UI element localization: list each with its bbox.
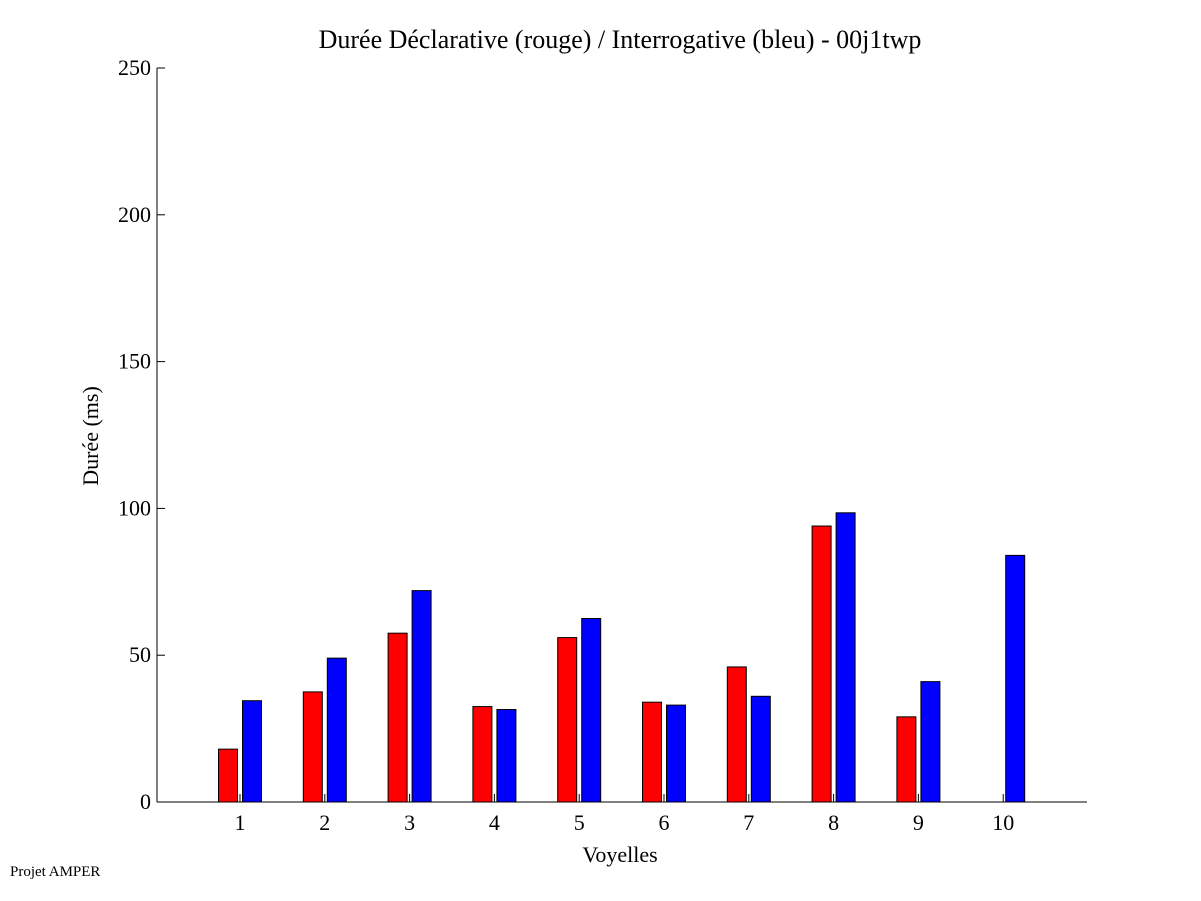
x-tick-label: 8 — [828, 810, 839, 835]
x-tick-label: 7 — [743, 810, 754, 835]
y-tick-label: 0 — [140, 789, 151, 814]
x-tick-label: 6 — [659, 810, 670, 835]
bar-interrogative — [411, 590, 432, 803]
bars — [218, 512, 1026, 803]
bar-interrogative — [666, 704, 686, 803]
chart-title: Durée Déclarative (rouge) / Interrogativ… — [319, 25, 922, 54]
x-tick-label: 9 — [913, 810, 924, 835]
bar-interrogative — [1005, 554, 1026, 803]
bar-interrogative — [581, 618, 602, 803]
axes: 0 50 100 150 200 250 1 2 3 4 5 6 7 8 9 10 — [118, 55, 1087, 835]
x-tick-label: 5 — [574, 810, 585, 835]
x-tick-label: 1 — [235, 810, 246, 835]
bar-declarative — [387, 632, 408, 803]
bar-declarative — [472, 706, 493, 803]
bar-declarative — [811, 525, 832, 803]
y-tick-label: 250 — [118, 55, 151, 80]
bar-interrogative — [496, 709, 517, 803]
bar-interrogative — [326, 657, 347, 803]
y-tick-label: 200 — [118, 202, 151, 227]
x-tick-label: 2 — [319, 810, 330, 835]
bar-declarative — [302, 691, 323, 803]
y-axis-label: Durée (ms) — [78, 386, 103, 486]
y-tick-label: 100 — [118, 495, 151, 520]
bar-declarative — [896, 716, 917, 803]
footer-credit: Projet AMPER — [10, 864, 101, 880]
bar-interrogative — [920, 681, 941, 803]
bar-interrogative — [750, 695, 771, 803]
bar-declarative — [218, 748, 238, 803]
x-tick-label: 10 — [992, 810, 1014, 835]
x-tick-label: 3 — [404, 810, 415, 835]
x-tick-label: 4 — [489, 810, 500, 835]
bar-declarative — [726, 666, 747, 803]
bar-interrogative — [242, 700, 262, 803]
bar-interrogative — [835, 512, 856, 803]
y-tick-label: 150 — [118, 349, 151, 374]
bar-declarative — [642, 701, 662, 803]
x-axis-label: Voyelles — [582, 842, 657, 867]
y-tick-label: 50 — [129, 642, 151, 667]
bar-declarative — [557, 637, 578, 803]
